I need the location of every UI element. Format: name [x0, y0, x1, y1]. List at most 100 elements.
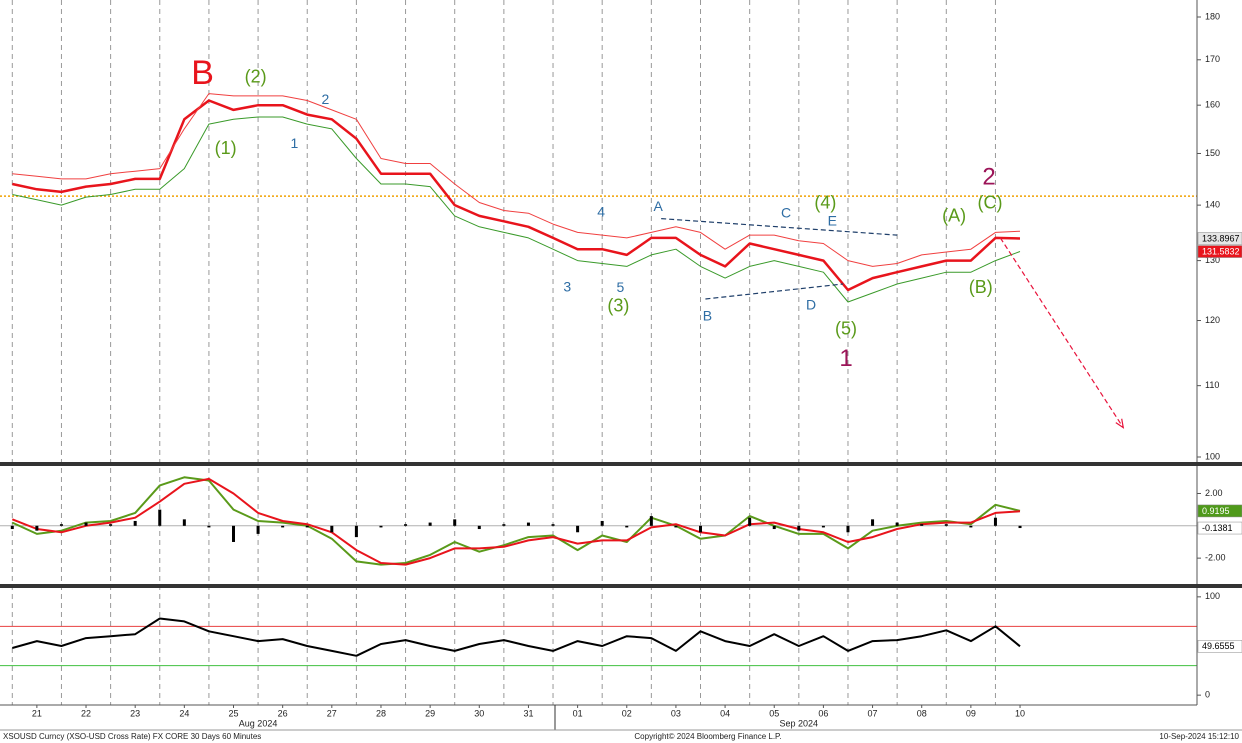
wave-label: (4)	[814, 192, 836, 212]
histogram-bar	[502, 524, 506, 526]
wave-label: E	[828, 213, 837, 229]
panel-separator	[0, 584, 1242, 588]
histogram-bar	[772, 525, 776, 530]
x-tick-label: 29	[425, 708, 435, 718]
arrow-head	[1115, 418, 1125, 429]
trend-line	[705, 283, 844, 300]
histogram-bar	[232, 525, 236, 542]
histogram-bar	[699, 525, 703, 533]
wave-label: 1	[291, 135, 299, 151]
footer-left: XSOUSD Curncy (XSO-USD Cross Rate) FX CO…	[3, 732, 261, 741]
y-tick-label: 130	[1205, 255, 1220, 265]
histogram-bar	[10, 525, 14, 530]
histogram-bar	[428, 522, 432, 526]
x-tick-label: 31	[523, 708, 533, 718]
histogram-bar	[920, 524, 924, 526]
wave-label: (1)	[215, 138, 237, 158]
series-line	[12, 617, 1021, 657]
histogram-bar	[59, 524, 63, 526]
histogram-bar	[256, 525, 260, 534]
footer-center: Copyright© 2024 Bloomberg Finance L.P.	[634, 732, 781, 741]
y-tick-label: 100	[1205, 451, 1220, 461]
histogram-bar	[133, 520, 137, 526]
wave-label: 2	[322, 91, 330, 107]
wave-label: 1	[839, 345, 852, 372]
wave-label: 3	[563, 278, 571, 294]
y-tick-label: 170	[1205, 54, 1220, 64]
last-value-label: 131.5832	[1202, 246, 1240, 256]
x-tick-label: 25	[228, 708, 238, 718]
y-tick-label: 180	[1205, 11, 1220, 21]
histogram-bar	[477, 525, 481, 530]
last-value-label: 0.9195	[1202, 506, 1230, 516]
y-tick-label: -2.00	[1205, 553, 1226, 563]
last-value-tag	[1197, 640, 1242, 653]
x-tick-label: 27	[327, 708, 337, 718]
x-tick-label: 10	[1015, 708, 1025, 718]
histogram-bar	[821, 525, 825, 528]
series-line	[12, 93, 1021, 267]
histogram-bar	[969, 525, 973, 528]
x-tick-label: 03	[671, 708, 681, 718]
x-tick-label: 05	[769, 708, 779, 718]
x-month-label: Sep 2024	[780, 718, 819, 728]
histogram-bar	[625, 525, 629, 528]
histogram-bar	[305, 525, 309, 528]
last-value-tag	[1197, 232, 1242, 245]
histogram-bar	[330, 525, 334, 533]
histogram-bar	[576, 525, 580, 533]
x-tick-label: 23	[130, 708, 140, 718]
x-tick-label: 09	[966, 708, 976, 718]
histogram-bar	[748, 517, 752, 526]
histogram-bar	[453, 519, 457, 526]
wave-label: B	[703, 307, 712, 323]
histogram-bar	[207, 525, 211, 528]
histogram-bar	[182, 519, 186, 526]
y-tick-label: 160	[1205, 100, 1220, 110]
x-tick-label: 01	[573, 708, 583, 718]
x-tick-label: 26	[278, 708, 288, 718]
wave-label: C	[781, 204, 791, 220]
x-tick-label: 04	[720, 708, 730, 718]
wave-label: B	[191, 54, 214, 92]
histogram-bar	[526, 522, 530, 526]
x-tick-label: 08	[917, 708, 927, 718]
wave-label: 2	[982, 164, 995, 191]
last-value-tag	[1197, 504, 1242, 518]
histogram-bar	[404, 524, 408, 526]
series-line	[11, 476, 1021, 566]
histogram-bar	[281, 525, 285, 528]
x-tick-label: 06	[818, 708, 828, 718]
histogram-bar	[354, 525, 358, 538]
wave-label: (2)	[245, 66, 267, 86]
y-tick-label: 2.00	[1205, 488, 1223, 498]
histogram-bar	[84, 522, 88, 526]
histogram-bar	[674, 525, 678, 528]
marks-layer	[0, 93, 1197, 667]
wave-label: 5	[616, 279, 624, 295]
y-tick-label: 120	[1205, 315, 1220, 325]
histogram-bar	[379, 525, 383, 528]
projection-arrow	[999, 237, 1124, 428]
x-tick-label: 30	[474, 708, 484, 718]
x-tick-label: 28	[376, 708, 386, 718]
x-tick-label: 22	[81, 708, 91, 718]
y-tick-label: 140	[1205, 200, 1220, 210]
histogram-bar	[35, 525, 39, 531]
x-tick-label: 24	[179, 708, 189, 718]
series-line	[11, 477, 1021, 566]
histogram-bar	[993, 517, 997, 526]
wave-label: (5)	[835, 319, 857, 339]
footer-right: 10-Sep-2024 15:12:10	[1159, 732, 1239, 741]
last-value-label: 49.6555	[1202, 641, 1235, 651]
wave-label: A	[654, 198, 664, 214]
y-tick-label: 110	[1205, 380, 1219, 390]
x-month-label: Aug 2024	[239, 718, 278, 728]
wave-label: 4	[597, 203, 605, 219]
y-tick-label: 100	[1205, 591, 1220, 601]
histogram-bar	[649, 516, 653, 526]
series-line	[12, 99, 1021, 292]
histogram-bar	[797, 525, 801, 531]
